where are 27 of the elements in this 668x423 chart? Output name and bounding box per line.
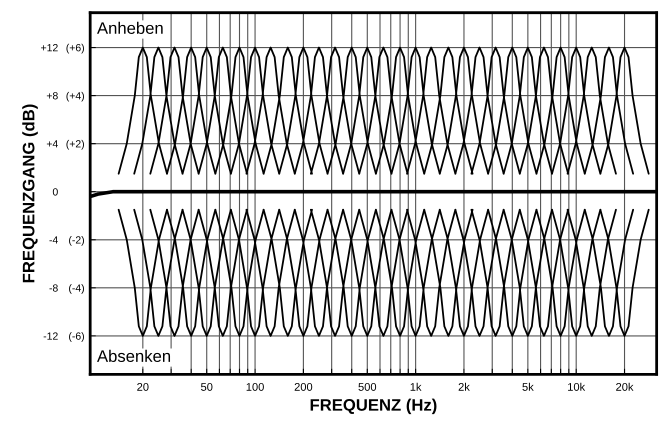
y-tick-label: 0 bbox=[52, 188, 58, 196]
y2-tick-label: (-4) bbox=[69, 284, 84, 294]
y-tick-label: -12 bbox=[44, 332, 58, 340]
x-tick-label: 2k bbox=[458, 382, 470, 391]
y2-tick-label: (+4) bbox=[66, 92, 84, 102]
annotation: Anheben bbox=[97, 22, 163, 34]
x-tick-label: 100 bbox=[246, 382, 264, 391]
x-tick-label: 50 bbox=[200, 382, 212, 391]
x-tick-label: 20 bbox=[137, 382, 149, 391]
x-tick-label: 10k bbox=[568, 382, 586, 391]
y2-tick-label: (+2) bbox=[66, 140, 84, 150]
y-tick-label: -4 bbox=[49, 236, 58, 244]
y2-tick-label: (-2) bbox=[69, 236, 84, 246]
x-tick-label: 500 bbox=[358, 382, 376, 391]
x-tick-label: 200 bbox=[294, 382, 312, 391]
y-tick-label: -8 bbox=[49, 284, 58, 292]
x-tick-label: 20k bbox=[616, 382, 634, 391]
y2-tick-label: (+6) bbox=[66, 44, 84, 54]
y2-tick-label: (-6) bbox=[69, 332, 84, 342]
x-axis-title: FREQUENZ (Hz) bbox=[310, 398, 436, 414]
annotation: Absenken bbox=[97, 350, 170, 362]
y-tick-label: +8 bbox=[46, 92, 58, 100]
x-tick-label: 5k bbox=[522, 382, 534, 391]
x-tick-label: 1k bbox=[410, 382, 422, 391]
y-tick-label: +12 bbox=[41, 44, 58, 52]
y-axis-title: FREQUENZGANG (dB) bbox=[22, 104, 38, 282]
y-tick-label: +4 bbox=[46, 140, 58, 148]
